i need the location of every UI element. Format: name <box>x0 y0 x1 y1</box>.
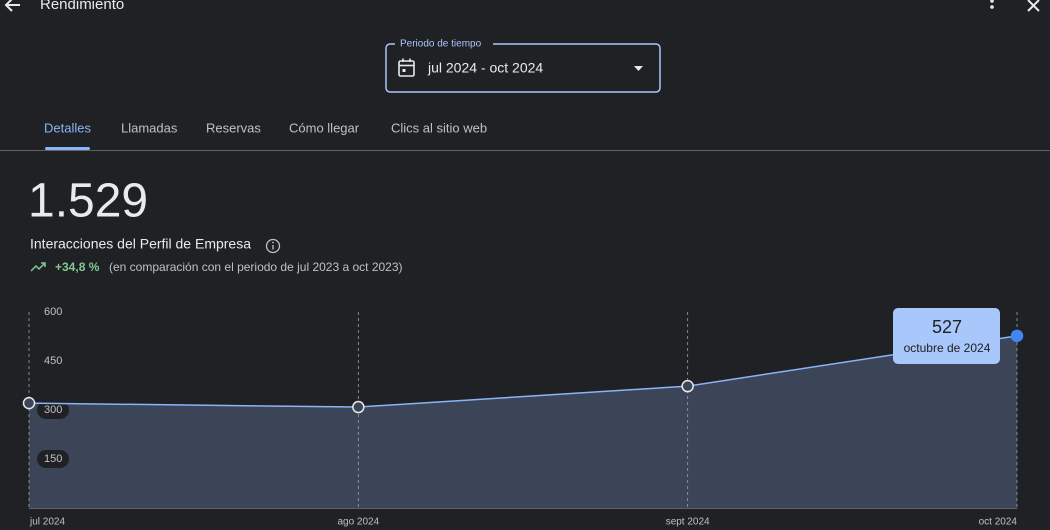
period-box <box>385 43 661 93</box>
tabs: Detalles Llamadas Reservas Cómo llegar Clics… <box>44 120 487 150</box>
calendar-icon <box>398 58 415 77</box>
info-icon[interactable] <box>265 238 281 254</box>
tab-indicator <box>45 147 90 150</box>
period-selector[interactable]: Periodo de tiempo jul 2024 - oct 2024 <box>385 38 661 93</box>
y-tick-label: 300 <box>44 404 62 416</box>
point[interactable] <box>1010 329 1024 343</box>
tab[interactable]: Cómo llegar <box>289 120 360 135</box>
y-tick-pill <box>37 450 69 468</box>
total-value: 1.529 <box>28 175 148 228</box>
chart: 150 300 450 600 jul 2024 ago 2024 sept 2024 oct… <box>22 306 1024 528</box>
metric-label: Interacciones del Perfil de Empresa <box>30 236 251 252</box>
back-button[interactable] <box>4 0 20 12</box>
comparison-text: (en comparación con el periodo de jul 20… <box>109 260 403 274</box>
tooltip-label: octubre de 2024 <box>904 341 991 355</box>
trend-icon <box>30 262 46 272</box>
period-label: Periodo de tiempo <box>400 39 482 50</box>
y-tick-pill <box>37 401 69 419</box>
y-tick-label: 150 <box>44 453 62 465</box>
more-button[interactable] <box>990 0 994 9</box>
y-tick-label: 600 <box>44 306 62 318</box>
line <box>28 335 1018 408</box>
x-tick-label: jul 2024 <box>29 517 65 528</box>
x-tick-label: sept 2024 <box>666 517 710 528</box>
point[interactable] <box>352 400 365 414</box>
area <box>29 335 1017 508</box>
tooltip-value: 527 <box>932 317 962 337</box>
x-tick-label: ago 2024 <box>337 517 379 528</box>
tab[interactable]: Detalles <box>44 120 91 135</box>
dropdown-arrow <box>634 66 643 71</box>
y-tick-label: 450 <box>44 355 62 367</box>
header-title: Rendimiento <box>40 0 124 13</box>
tab[interactable]: Reservas <box>206 120 261 135</box>
period-value: jul 2024 - oct 2024 <box>427 60 543 76</box>
tab[interactable]: Llamadas <box>121 120 178 135</box>
close-button[interactable] <box>1027 0 1040 12</box>
tooltip <box>893 308 1000 364</box>
point[interactable] <box>681 379 694 393</box>
tab[interactable]: Clics al sitio web <box>391 120 487 135</box>
x-tick-label: oct 2024 <box>979 517 1018 528</box>
label-gap <box>395 38 493 50</box>
change-value: +34,8 % <box>55 260 100 274</box>
point[interactable] <box>22 396 36 410</box>
